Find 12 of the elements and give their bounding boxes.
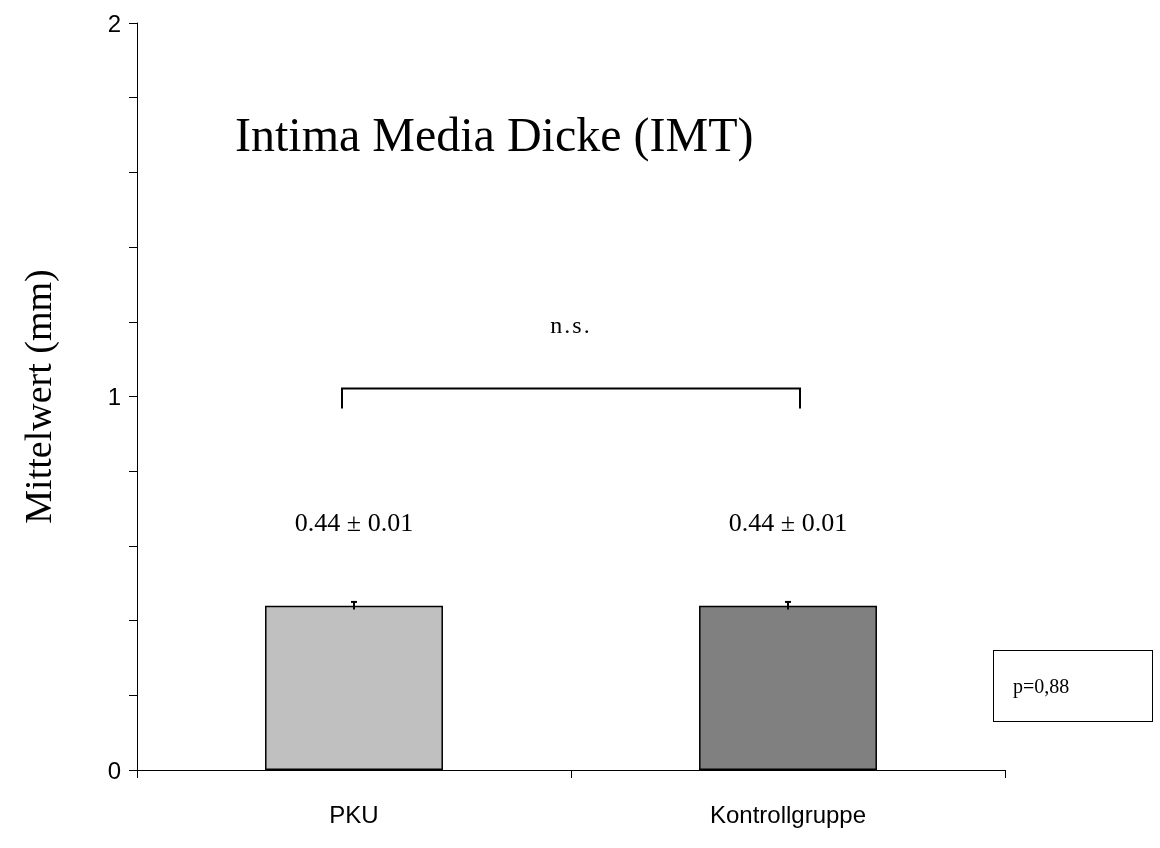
annotation: n.s. <box>550 311 592 338</box>
x-tick-label: Kontrollgruppe <box>709 800 867 828</box>
x-tick-label: PKU <box>329 800 379 828</box>
y-tick-label: 1 <box>107 383 121 410</box>
data-label: 0.44 ± 0.01 <box>728 508 848 538</box>
y-tick-label: 0 <box>107 756 121 784</box>
text: p=0,88 <box>1012 674 1070 700</box>
significance-bracket: n.s. <box>341 311 801 409</box>
text: Intima Media Dicke (IMT) <box>235 107 754 162</box>
data-label: 0.44 ± 0.01 <box>294 508 414 538</box>
y-axis-title: Mittelwert (mm) <box>17 269 60 524</box>
y-tick-label: 2 <box>107 9 121 37</box>
